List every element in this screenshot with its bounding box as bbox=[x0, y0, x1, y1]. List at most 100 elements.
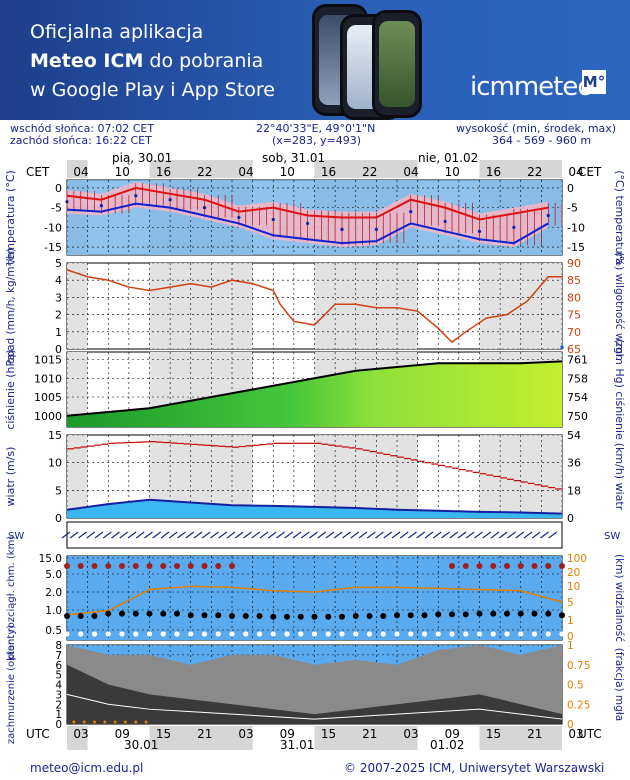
cloud-low-point bbox=[339, 631, 345, 637]
cloud-base-point bbox=[187, 612, 194, 619]
cloud-low-point bbox=[284, 631, 290, 637]
cc-ytick: 7 bbox=[55, 650, 62, 662]
top-axis-night bbox=[314, 160, 418, 178]
wind-arrow bbox=[61, 531, 71, 539]
cet-tick: 22 bbox=[362, 165, 377, 179]
cloud-low-point bbox=[229, 631, 235, 637]
wind-arrow bbox=[523, 531, 533, 539]
cb-ytick: 15.0 bbox=[39, 553, 62, 565]
wind-arrow bbox=[102, 531, 112, 539]
top-axis-night bbox=[479, 160, 562, 178]
temp-mean-point bbox=[443, 219, 447, 224]
pressure-area bbox=[67, 361, 562, 427]
wind-arrow bbox=[416, 531, 426, 539]
cloud-low-point bbox=[353, 631, 359, 637]
bottom-axis-night bbox=[314, 726, 418, 750]
cloud-base-point bbox=[559, 612, 565, 619]
utc-tick: 03 bbox=[238, 727, 253, 741]
wind-arrow bbox=[507, 531, 516, 539]
vis-ytick: 100 bbox=[567, 553, 587, 565]
wind-arrow bbox=[358, 531, 368, 539]
wind-arrow bbox=[267, 531, 277, 539]
meteogram: 0 0 -5 -5 -10 -10 -15 -15 temperatura (°C) (°C) t… bbox=[4, 151, 626, 752]
wind-arrow bbox=[350, 531, 360, 539]
promo-line1: Oficjalna aplikacja bbox=[30, 21, 204, 43]
cloud-low-point bbox=[449, 631, 455, 637]
pres-ytick: 1000 bbox=[34, 410, 62, 423]
cloud-base-point bbox=[325, 613, 332, 620]
fog-ytick: 0.25 bbox=[567, 699, 590, 711]
wind-arrow bbox=[201, 531, 211, 539]
footer-copyright: © 2007-2025 ICM, Uniwersytet Warszawski bbox=[344, 761, 605, 775]
cloud-base-point bbox=[215, 612, 222, 619]
utc-tick: 21 bbox=[362, 727, 377, 741]
sunset-text: zachód słońca: 16:22 CET bbox=[10, 134, 152, 147]
cloud-base-point bbox=[256, 613, 263, 619]
cc-ytick: 2 bbox=[55, 699, 62, 711]
cloud-low-point bbox=[91, 631, 98, 637]
cb-ytick: 2.0 bbox=[45, 587, 62, 599]
wind-kmh-ytick: 0 bbox=[567, 512, 574, 525]
cloud-base-point bbox=[462, 611, 469, 618]
cloud-top-point bbox=[229, 563, 235, 569]
utc-tick: 09 bbox=[115, 727, 130, 741]
wind-arrow bbox=[193, 531, 203, 539]
vis-ytick: 0 bbox=[567, 631, 574, 643]
mmhg-ytick: 761 bbox=[567, 354, 588, 367]
wind-arrow bbox=[218, 531, 228, 539]
prec-ytick: 3 bbox=[55, 291, 62, 304]
wind-arrow bbox=[432, 531, 442, 539]
wind-arrow bbox=[449, 531, 459, 539]
cloud-top-point bbox=[545, 563, 552, 569]
cloud-top-point bbox=[91, 563, 98, 569]
cc-ytick: 6 bbox=[55, 660, 62, 672]
rh-ytick: 75 bbox=[567, 309, 581, 322]
cc-ytick: 0 bbox=[55, 719, 62, 731]
cloud-low-point bbox=[421, 631, 428, 637]
rh-ytick: 90 bbox=[567, 257, 581, 270]
wind-ylabel: wiatr (m/s) bbox=[4, 447, 17, 507]
wind-arrow bbox=[135, 531, 145, 539]
wind-arrow bbox=[276, 531, 285, 539]
night-band-prec bbox=[149, 263, 253, 349]
cloud-base-point bbox=[476, 610, 483, 617]
utc-tick: 15 bbox=[321, 727, 336, 741]
cloud-low-point bbox=[463, 631, 469, 637]
cloud-base-point bbox=[435, 611, 442, 618]
cloud-base-point bbox=[119, 610, 125, 617]
temp-mean-point bbox=[99, 204, 103, 208]
vis-ytick: 20 bbox=[567, 567, 580, 579]
wind-arrow bbox=[366, 531, 376, 539]
temp-mean-point bbox=[134, 194, 138, 198]
cc-ytick: 3 bbox=[55, 689, 62, 701]
cloud-low-point bbox=[160, 631, 166, 637]
night-band-pres bbox=[67, 352, 88, 427]
fog-ytick: 0.75 bbox=[567, 660, 590, 672]
temp-mean-point bbox=[374, 227, 378, 231]
temp-mean-point bbox=[512, 225, 516, 229]
cc-ytick: 8 bbox=[55, 640, 62, 652]
wind-arrow bbox=[177, 531, 186, 539]
mmhg-ytick: 758 bbox=[567, 372, 588, 385]
wind-arrow bbox=[441, 531, 450, 539]
fog-point bbox=[72, 720, 76, 724]
utc-label: UTC bbox=[26, 727, 50, 741]
cloud-top-point bbox=[517, 563, 524, 569]
cloud-low-point bbox=[408, 631, 414, 637]
cet-tick: 04 bbox=[568, 165, 583, 179]
cloud-low-point bbox=[435, 631, 441, 637]
cloud-low-point bbox=[325, 631, 331, 637]
temp-ylabel: temperatura (°C) bbox=[4, 170, 17, 265]
cloud-low-point bbox=[531, 631, 538, 637]
cloud-low-point bbox=[119, 631, 125, 637]
phone-image-map bbox=[372, 10, 422, 118]
promo-banner[interactable]: Oficjalna aplikacja Meteo ICM do pobrani… bbox=[0, 0, 630, 120]
wind-arrow bbox=[86, 531, 96, 539]
pressure-line bbox=[66, 360, 563, 417]
wind-arrow bbox=[540, 531, 549, 539]
cet-tick: 22 bbox=[197, 165, 212, 179]
cloud-top-point bbox=[531, 563, 538, 569]
prec-ylabel: opad (mm/h, kg/m²/h) bbox=[5, 248, 17, 364]
temp-ylabel-right: (°C) temperatura bbox=[613, 170, 626, 265]
footer-email[interactable]: meteo@icm.edu.pl bbox=[30, 761, 144, 775]
